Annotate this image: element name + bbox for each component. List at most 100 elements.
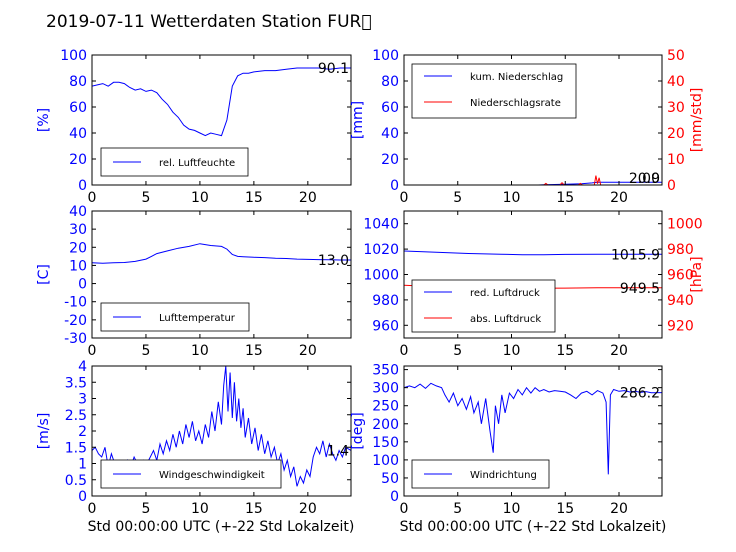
figure-title: 2019-07-11 Wetterdaten Station FUR : [46, 12, 372, 32]
y-tick-label: 0: [390, 178, 399, 194]
legend-label: red. Luftdruck: [470, 288, 540, 299]
x-tick-label: 15: [245, 190, 263, 206]
y2-tick-label: 50: [667, 48, 685, 64]
panel-5: 0 5 10 15 20 00.511.522.533.54 [m/s] 1.4 Windges…: [36, 359, 352, 517]
y2-axis-label: [mm/std]: [689, 88, 705, 153]
y2-tick-label: 1000: [667, 217, 703, 233]
last-value-label: 90.1: [318, 61, 349, 77]
y-tick-label: 50: [381, 471, 399, 487]
last-value-label-2: 0.0: [638, 171, 660, 187]
series-line-2: [404, 175, 662, 185]
legend: Lufttemperatur: [100, 302, 250, 332]
y-tick-label: 0: [78, 178, 87, 194]
x-tick-label: 20: [610, 343, 628, 359]
plot-frame: [403, 54, 663, 186]
y-tick-label: 1020: [363, 242, 399, 258]
y-tick-label: 350: [372, 363, 399, 379]
series-line-1: [404, 382, 662, 475]
x-tick-label: 15: [556, 343, 574, 359]
y2-tick-label: 20: [667, 126, 685, 142]
x-tick-label: 0: [400, 190, 409, 206]
x-tick-label: 5: [453, 343, 462, 359]
y-tick-label: 1: [78, 457, 87, 473]
y2-tick-label: 0: [667, 178, 676, 194]
y-tick-label: 40: [381, 126, 399, 142]
x-tick-label: 10: [191, 343, 209, 359]
x-tick-label: 5: [453, 501, 462, 517]
x-tick-label: 0: [88, 190, 97, 206]
x-tick-label: 5: [141, 343, 150, 359]
x-tick-label: 5: [141, 501, 150, 517]
last-value-label-2: 949.5: [620, 281, 660, 297]
series-line-1: [92, 67, 351, 137]
x-tick-label: 10: [191, 501, 209, 517]
y2-tick-label: 40: [667, 74, 685, 90]
legend-label: Lufttemperatur: [159, 313, 236, 324]
legend: Windgeschwindigkeit: [100, 459, 282, 489]
plot-frame: [91, 210, 352, 339]
y-tick-label: 0: [78, 277, 87, 293]
y-tick-label: 100: [372, 48, 399, 64]
y2-tick-label: 10: [667, 152, 685, 168]
y-tick-label: 150: [372, 435, 399, 451]
last-value-label: 1015.9: [611, 247, 660, 263]
plot-frame: [403, 365, 663, 497]
legend: rel. Luftfeuchte: [100, 147, 249, 177]
y2-tick-label: 920: [667, 318, 694, 334]
x-tick-label: 20: [299, 501, 317, 517]
legend-label: Niederschlagsrate: [470, 98, 561, 109]
x-tick-label: 20: [610, 501, 628, 517]
x-tick-label: 10: [191, 190, 209, 206]
y-tick-label: -10: [64, 295, 87, 311]
y-tick-label: 80: [381, 74, 399, 90]
x-tick-label: 20: [299, 190, 317, 206]
y-tick-label: 3.5: [65, 375, 87, 391]
y2-tick-label: 940: [667, 293, 694, 309]
y-tick-label: 20: [69, 240, 87, 256]
y-axis-label: [mm]: [350, 101, 366, 139]
y-tick-label: 40: [69, 126, 87, 142]
y2-tick-label: 960: [667, 268, 694, 284]
legend-label: Windrichtung: [470, 470, 537, 481]
x-axis-label-2: Std 00:00:00 UTC (+-22 Std Lokalzeit): [400, 519, 667, 535]
legend-label: abs. Luftdruck: [470, 314, 541, 325]
y2-tick-label: 980: [667, 242, 694, 258]
x-tick-label: 5: [141, 190, 150, 206]
y-tick-label: 300: [372, 381, 399, 397]
y-tick-label: -30: [64, 331, 87, 347]
x-tick-label: 0: [88, 501, 97, 517]
legend: Windrichtung: [411, 459, 550, 489]
x-tick-label: 5: [453, 190, 462, 206]
x-tick-label: 15: [556, 501, 574, 517]
y-tick-label: -20: [64, 313, 87, 329]
y-tick-label: 1000: [363, 268, 399, 284]
series-line-1: [92, 243, 351, 264]
x-tick-label: 0: [400, 343, 409, 359]
x-tick-label: 15: [245, 343, 263, 359]
series-line-1: [404, 250, 662, 256]
legend: red. Luftdruck abs. Luftdruck: [411, 279, 556, 333]
y-axis-label: [%]: [36, 108, 52, 132]
y2-axis-label: [hPa]: [689, 256, 705, 292]
x-tick-label: 20: [610, 190, 628, 206]
y-tick-label: 1040: [363, 217, 399, 233]
x-axis-label-1: Std 00:00:00 UTC (+-22 Std Lokalzeit): [88, 519, 355, 535]
legend-label: kum. Niederschlag: [470, 72, 563, 83]
y-tick-label: 250: [372, 399, 399, 415]
y-tick-label: 200: [372, 417, 399, 433]
panel-3: 0 5 10 15 20 -30 -20 -10 0 10 20 30 40 [C] 13.0 Lufttem…: [36, 204, 352, 359]
y-tick-label: 0: [78, 489, 87, 505]
panel-1: 0 5 10 15 20 0 20 40 60 80 100 [%] 90.1 rel. Luftfeuc…: [36, 48, 352, 206]
legend-label: rel. Luftfeuchte: [159, 158, 235, 169]
x-tick-label: 10: [503, 343, 521, 359]
y-tick-label: 30: [69, 222, 87, 238]
y-tick-label: 60: [381, 100, 399, 116]
x-tick-label: 0: [400, 501, 409, 517]
y-tick-label: 2: [78, 424, 87, 440]
y-tick-label: 80: [69, 74, 87, 90]
last-value-label: 286.2: [620, 386, 660, 402]
panel-2: 0 5 10 15 20 0 20 40 60 80 100 0 10 20 30 40 50 [mm] [mm/s…: [350, 48, 705, 206]
last-value-label: 13.0: [318, 253, 349, 269]
